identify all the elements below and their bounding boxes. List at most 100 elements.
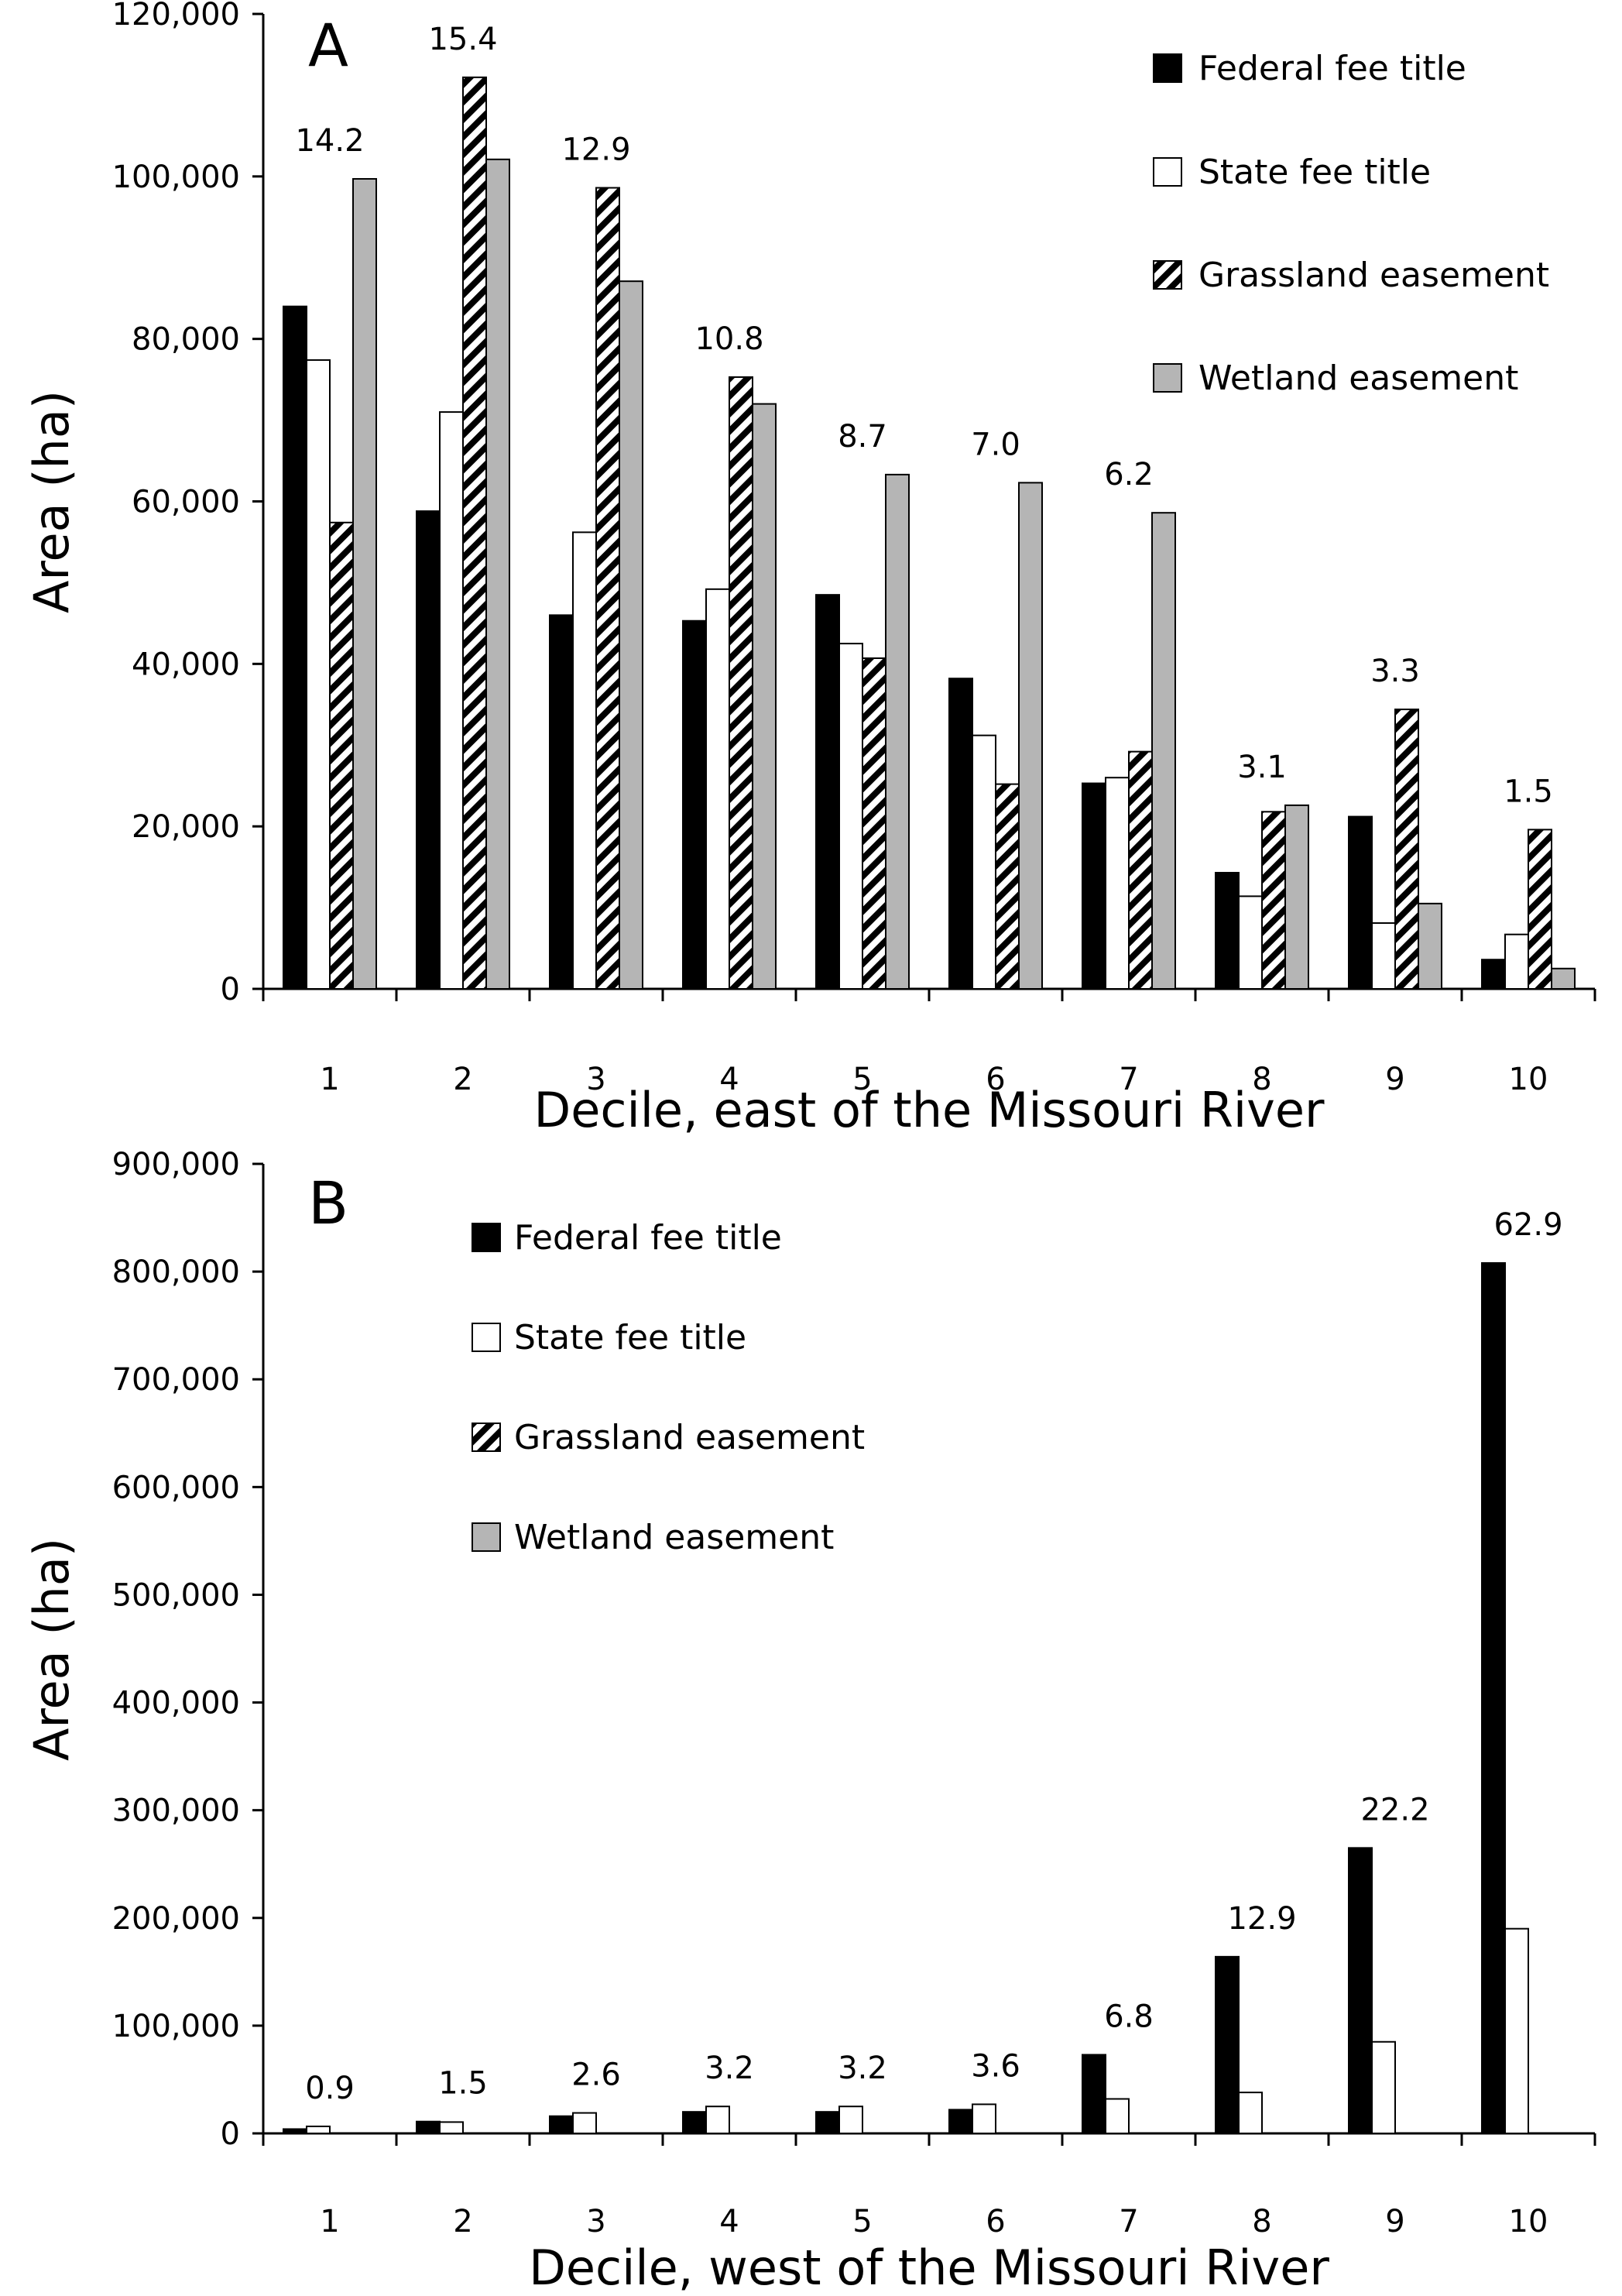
y-tick-label: 800,000 [112, 1254, 240, 1290]
x-tick-label: 4 [719, 1062, 739, 1097]
y-tick-label: 700,000 [112, 1362, 240, 1398]
bar-white-decile-6 [972, 2103, 996, 2134]
bar-white-decile-1 [306, 2125, 331, 2134]
bar-solid-black-decile-10 [1481, 959, 1506, 990]
data-label: 15.4 [428, 22, 497, 57]
data-label: 12.9 [1227, 1901, 1296, 1937]
x-tick-label: 6 [986, 2204, 1005, 2239]
data-label: 3.2 [838, 2051, 887, 2086]
panel-label: A [308, 11, 348, 80]
y-tick-label: 0 [221, 2116, 240, 2152]
bar-hatched-decile-9 [1394, 709, 1419, 990]
legend-swatch-hatched [1153, 260, 1182, 290]
bar-white-decile-2 [439, 2121, 464, 2134]
data-label: 2.6 [571, 2057, 621, 2093]
legend-label: Federal fee title [514, 1218, 782, 1258]
bar-hatched-decile-10 [1528, 829, 1552, 990]
bar-solid-black-decile-7 [1082, 2054, 1106, 2135]
y-tick-label: 40,000 [132, 647, 240, 682]
x-axis-title: Decile, east of the Missouri River [534, 1082, 1325, 1138]
y-tick-label: 200,000 [112, 1901, 240, 1937]
legend-swatch-hatched [472, 1423, 501, 1452]
x-tick-label: 7 [1119, 2204, 1138, 2239]
bar-gray-decile-2 [485, 158, 510, 990]
bar-white-decile-7 [1105, 2098, 1130, 2134]
data-label: 22.2 [1360, 1792, 1429, 1828]
y-tick-label: 500,000 [112, 1577, 240, 1613]
bar-solid-black-decile-2 [416, 510, 441, 990]
bar-white-decile-10 [1504, 1927, 1529, 2135]
y-tick-label: 900,000 [112, 1147, 240, 1182]
bar-hatched-decile-5 [862, 657, 886, 990]
bar-white-decile-7 [1105, 777, 1130, 990]
legend-label: State fee title [514, 1318, 746, 1357]
bar-solid-black-decile-1 [283, 305, 307, 990]
x-axis-title: Decile, west of the Missouri River [529, 2239, 1329, 2296]
legend-swatch-solid-black [1153, 53, 1182, 83]
bar-solid-black-decile-4 [682, 619, 707, 990]
data-label: 1.5 [1504, 774, 1553, 809]
bar-white-decile-5 [838, 643, 863, 990]
x-tick-label: 7 [1119, 1062, 1138, 1097]
x-tick-label: 6 [986, 1062, 1005, 1097]
bar-white-decile-3 [572, 531, 597, 990]
x-tick-label: 3 [586, 2204, 605, 2239]
bar-hatched-decile-6 [995, 783, 1020, 990]
x-tick-label: 10 [1509, 2204, 1548, 2239]
bar-solid-black-decile-5 [815, 594, 840, 990]
bar-solid-black-decile-1 [283, 2128, 307, 2134]
legend-label: Federal fee title [1198, 49, 1466, 88]
x-tick-label: 1 [320, 2204, 339, 2239]
bar-white-decile-9 [1371, 922, 1396, 990]
bar-white-decile-4 [705, 588, 730, 990]
bar-gray-decile-5 [885, 473, 910, 990]
panel-a: 0 20,000 40,000 60,000 80,000 100,000 120,000 1… [23, 0, 1596, 1138]
y-axis-title: Area (ha) [23, 390, 80, 613]
x-tick-label: 10 [1509, 1062, 1548, 1097]
bar-white-decile-9 [1371, 2040, 1396, 2135]
y-tick-label: 120,000 [112, 0, 240, 33]
x-tick-label: 2 [453, 2204, 472, 2239]
legend-swatch-white [1153, 157, 1182, 187]
x-tick-label: 8 [1252, 2204, 1271, 2239]
x-tick-label: 4 [719, 2204, 739, 2239]
x-tick-label: 5 [852, 2204, 872, 2239]
bar-white-decile-6 [972, 734, 996, 990]
x-tick-label: 9 [1385, 1062, 1404, 1097]
legend-label: State fee title [1198, 153, 1431, 192]
panel-b: 0 100,000 200,000 300,000 400,000 500,000 600,… [23, 1147, 1596, 2296]
data-label: 1.5 [438, 2066, 488, 2102]
bar-solid-black-decile-7 [1082, 782, 1106, 990]
bar-white-decile-8 [1238, 895, 1263, 990]
y-tick-label: 60,000 [132, 485, 240, 520]
data-label: 8.7 [838, 419, 887, 455]
x-tick-label: 3 [586, 1062, 605, 1097]
bar-white-decile-5 [838, 2106, 863, 2134]
y-tick-label: 600,000 [112, 1470, 240, 1505]
bar-white-decile-10 [1504, 933, 1529, 990]
data-label: 62.9 [1493, 1207, 1562, 1243]
bar-hatched-decile-8 [1261, 811, 1286, 990]
bar-white-decile-8 [1238, 2092, 1263, 2134]
data-label: 10.8 [694, 321, 763, 357]
data-label: 3.6 [971, 2048, 1020, 2084]
data-label: 7.0 [971, 427, 1020, 462]
data-label: 0.9 [305, 2071, 355, 2106]
bar-solid-black-decile-10 [1481, 1261, 1506, 2134]
data-label: 3.1 [1237, 750, 1287, 785]
x-tick-label: 2 [453, 1062, 472, 1097]
x-tick-label: 8 [1252, 1062, 1271, 1097]
bar-gray-decile-6 [1018, 482, 1043, 990]
y-tick-label: 20,000 [132, 809, 240, 845]
legend-swatch-white [472, 1323, 501, 1352]
bar-white-decile-2 [439, 411, 464, 990]
bar-solid-black-decile-9 [1348, 1847, 1373, 2134]
legend-swatch-solid-black [472, 1223, 501, 1252]
legend-label: Wetland easement [1198, 359, 1518, 398]
data-label: 3.2 [705, 2051, 754, 2086]
y-tick-label: 100,000 [112, 160, 240, 195]
legend-swatch-gray [1153, 363, 1182, 393]
bar-gray-decile-3 [619, 280, 643, 990]
bar-solid-black-decile-3 [549, 2115, 574, 2134]
x-tick-label: 9 [1385, 2204, 1404, 2239]
